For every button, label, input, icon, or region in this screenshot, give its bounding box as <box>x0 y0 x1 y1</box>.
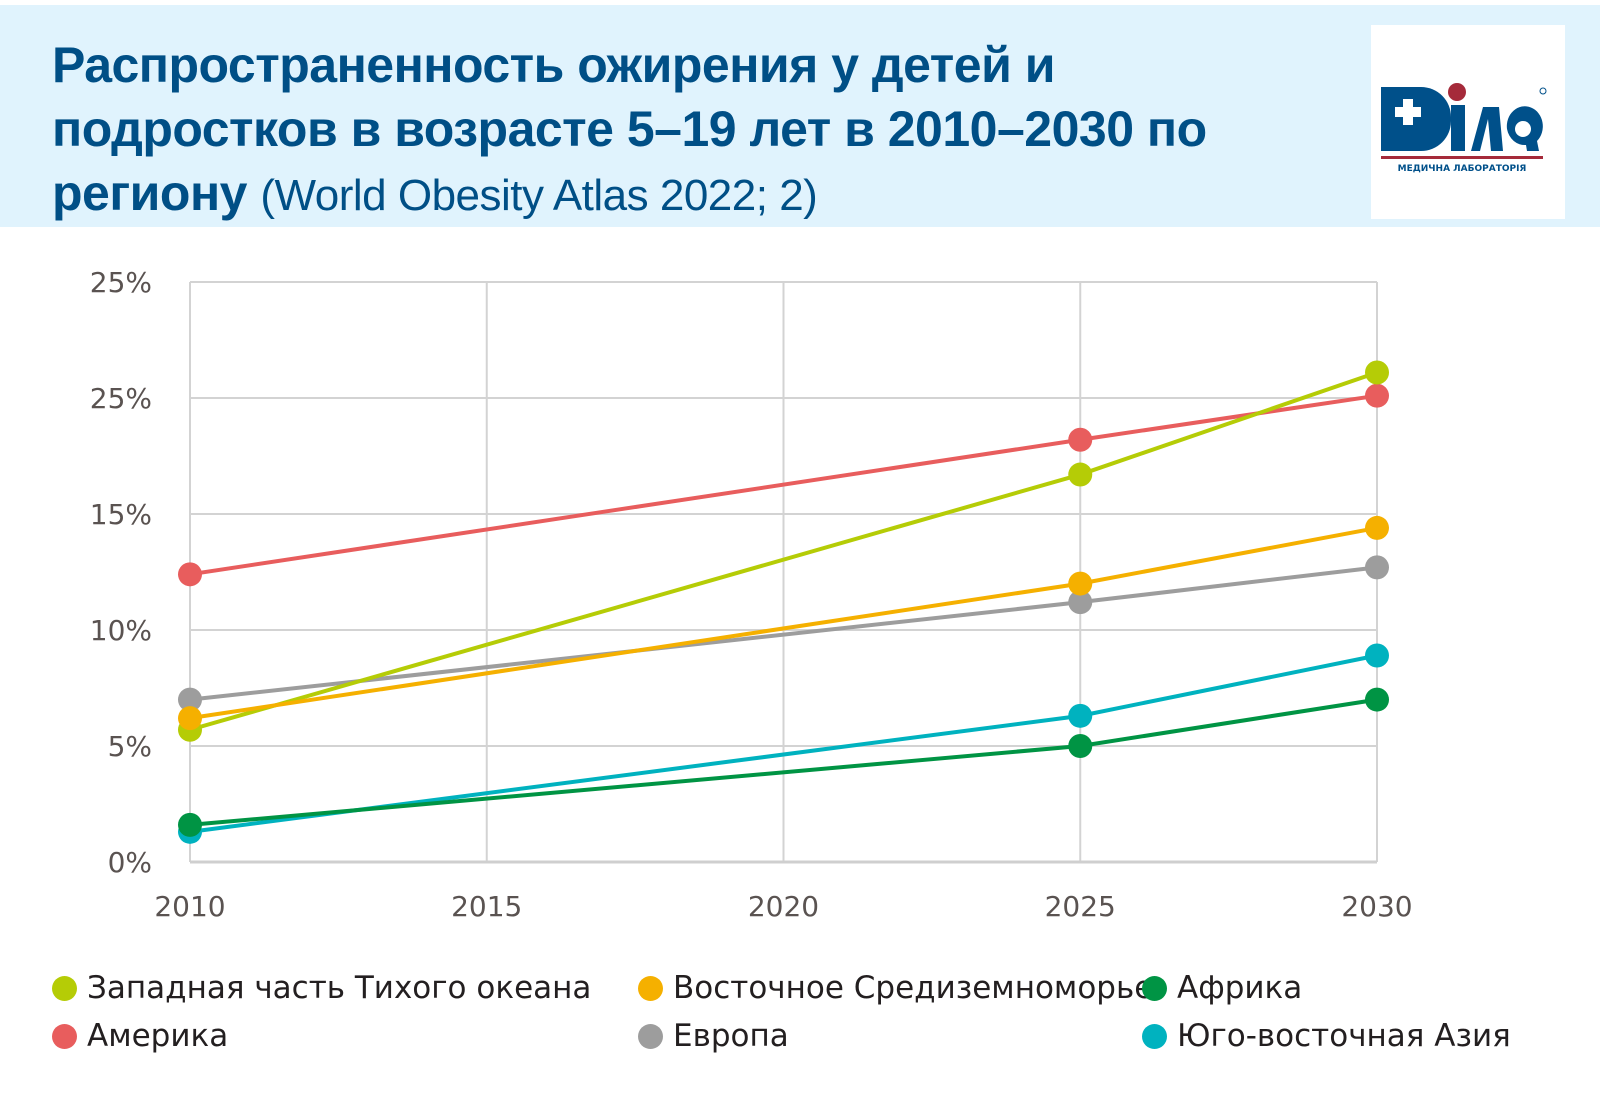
legend-marker-icon <box>1142 975 1167 1001</box>
y-tick-label: 25% <box>90 382 152 415</box>
data-point <box>1068 590 1093 615</box>
y-tick-label: 5% <box>108 730 152 763</box>
data-point <box>1365 555 1389 580</box>
legend-marker-icon <box>638 1023 663 1049</box>
legend-label: Европа <box>673 1018 789 1054</box>
y-tick-label: 10% <box>90 614 152 647</box>
legend-item: Африка <box>1142 970 1302 1006</box>
data-point <box>1068 703 1093 728</box>
legend-item: Европа <box>638 1018 789 1054</box>
data-point <box>178 562 202 587</box>
data-point <box>178 812 202 837</box>
data-point <box>1068 571 1093 596</box>
legend-item: Юго-восточная Азия <box>1142 1018 1511 1054</box>
legend-marker-icon <box>1142 1023 1167 1049</box>
legend-label: Юго-восточная Азия <box>1177 1018 1511 1054</box>
data-point <box>1068 427 1093 452</box>
x-tick-label: 2025 <box>1045 890 1116 923</box>
logo: МЕДИЧНА ЛАБОРАТОРІЯ <box>1371 25 1565 219</box>
legend: Западная часть Тихого океана Восточное Ср… <box>0 970 1600 1090</box>
data-point <box>1365 360 1389 385</box>
data-point <box>1365 515 1389 540</box>
y-axis: 0% 5% 10% 15% 25% 25% <box>90 266 152 879</box>
x-tick-label: 2010 <box>154 890 225 923</box>
legend-item: Америка <box>52 1018 228 1054</box>
legend-marker-icon <box>638 975 663 1001</box>
dila-logo-icon: МЕДИЧНА ЛАБОРАТОРІЯ <box>1381 83 1547 174</box>
x-tick-label: 2015 <box>451 890 522 923</box>
data-point <box>178 687 202 712</box>
data-point <box>1365 383 1389 408</box>
legend-label: Западная часть Тихого океана <box>87 970 592 1006</box>
grid <box>189 281 1378 864</box>
legend-item: Западная часть Тихого океана <box>52 970 591 1006</box>
series-points <box>178 360 1389 844</box>
x-tick-label: 2020 <box>748 890 819 923</box>
logo-subtitle: МЕДИЧНА ЛАБОРАТОРІЯ <box>1398 164 1527 174</box>
title-source: (World Obesity Atlas 2022; 2) <box>260 171 818 220</box>
chart-title: Распространенность ожирения у детей и по… <box>52 33 1342 228</box>
legend-marker-icon <box>52 1023 77 1049</box>
title-main: Распространенность ожирения у детей и по… <box>52 37 1207 221</box>
data-point <box>1365 643 1389 668</box>
data-point <box>1068 734 1093 758</box>
legend-marker-icon <box>52 975 77 1001</box>
y-tick-label: 0% <box>108 846 152 879</box>
legend-label: Америка <box>87 1018 229 1054</box>
data-point <box>1365 687 1389 712</box>
legend-label: Восточное Средиземноморье <box>673 970 1154 1006</box>
legend-label: Африка <box>1177 970 1303 1006</box>
data-point <box>178 706 202 731</box>
y-tick-label: 15% <box>90 498 152 531</box>
x-axis: 2010 2015 2020 2025 2030 <box>154 890 1412 923</box>
header-banner: Распространенность ожирения у детей и по… <box>0 5 1600 227</box>
x-tick-label: 2030 <box>1341 890 1412 923</box>
y-tick-label: 25% <box>90 266 152 299</box>
line-chart: 0% 5% 10% 15% 25% 25% 2010 2015 2020 2025 2030 <box>90 266 1413 923</box>
legend-item: Восточное Средиземноморье <box>638 970 1153 1006</box>
data-point <box>1068 462 1093 487</box>
